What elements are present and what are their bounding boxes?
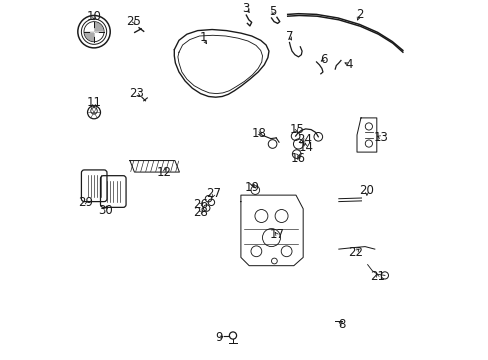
Text: 27: 27 bbox=[206, 187, 221, 200]
Text: 5: 5 bbox=[269, 5, 276, 18]
Text: 13: 13 bbox=[373, 131, 388, 144]
Text: 23: 23 bbox=[129, 87, 143, 100]
Text: 30: 30 bbox=[98, 204, 113, 217]
Text: 18: 18 bbox=[251, 127, 266, 140]
Text: 14: 14 bbox=[298, 141, 312, 154]
Text: 4: 4 bbox=[345, 58, 352, 71]
Text: 11: 11 bbox=[86, 96, 102, 109]
Text: 29: 29 bbox=[78, 196, 93, 209]
Text: 12: 12 bbox=[157, 166, 172, 179]
Text: 21: 21 bbox=[369, 270, 385, 283]
Text: 15: 15 bbox=[289, 123, 304, 136]
Polygon shape bbox=[94, 22, 103, 32]
Text: 26: 26 bbox=[193, 198, 208, 211]
Text: 20: 20 bbox=[359, 184, 374, 197]
Text: 8: 8 bbox=[337, 318, 345, 330]
Text: 16: 16 bbox=[290, 152, 305, 165]
Polygon shape bbox=[84, 32, 94, 41]
Text: 28: 28 bbox=[193, 206, 207, 219]
Text: 22: 22 bbox=[348, 246, 363, 258]
Text: 10: 10 bbox=[86, 10, 101, 23]
Text: 7: 7 bbox=[285, 30, 293, 42]
Text: 2: 2 bbox=[355, 8, 363, 21]
Text: 24: 24 bbox=[297, 133, 312, 146]
Text: 6: 6 bbox=[319, 53, 327, 66]
Text: 9: 9 bbox=[215, 331, 223, 344]
Text: 1: 1 bbox=[199, 31, 206, 44]
Text: 3: 3 bbox=[242, 3, 249, 15]
Text: 25: 25 bbox=[126, 15, 141, 28]
Text: 17: 17 bbox=[269, 228, 284, 241]
Text: 19: 19 bbox=[244, 181, 259, 194]
